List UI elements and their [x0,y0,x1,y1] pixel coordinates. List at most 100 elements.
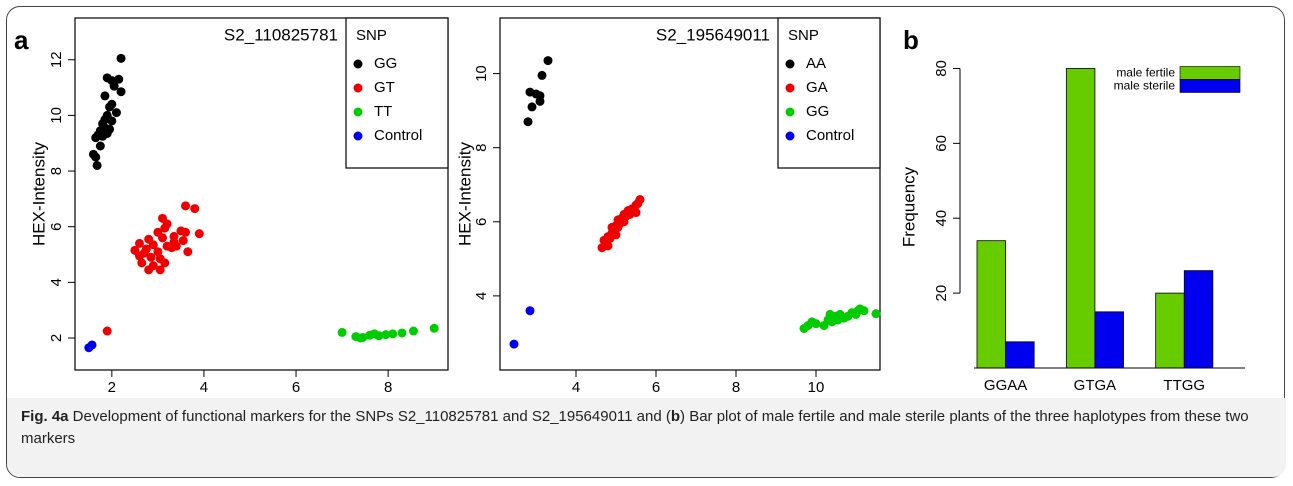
caption: Fig. 4a Development of functional marker… [7,398,1286,477]
point [155,265,165,275]
point [811,319,821,329]
point [358,332,368,342]
point [543,56,553,66]
point [107,116,117,126]
legend-title: SNP [356,27,387,44]
point [603,241,613,251]
point [829,313,839,323]
annotation: S2_195649011 [656,25,770,44]
x-tick-label: 8 [732,379,740,396]
point [153,247,163,257]
point [523,117,533,127]
point [116,53,126,63]
caption-text: Development of functional markers for th… [68,408,671,425]
point [98,131,108,141]
caption-a: a [60,408,69,425]
legend-swatch [1179,66,1241,80]
point [509,339,519,349]
point [859,306,869,316]
legend-label: Control [374,127,422,144]
caption-text: ) Bar plot of male fertile and male ster… [21,408,1249,447]
point [157,233,167,243]
y-tick-label: 80 [933,60,950,77]
point [95,141,105,151]
legend-label: GG [374,55,397,72]
y-tick-label: 2 [48,334,65,342]
x-tick-label: 2 [108,379,116,396]
point [148,240,158,250]
chart-area: a b 246824681012FAM-IntensityHEX-Intensi… [14,17,1245,400]
y-tick-label: 4 [48,278,65,286]
point [537,70,547,80]
point [388,329,398,339]
point [160,223,170,233]
caption-fig: Fig. 4 [21,408,61,425]
legend-marker [785,59,795,69]
point [525,306,535,316]
bar [1005,341,1035,369]
bar [976,240,1006,369]
y-axis-label: HEX-Intensity [29,142,48,246]
point [111,108,121,118]
panel-label: a [14,25,29,55]
x-tick-label: 8 [384,379,392,396]
bar [1065,68,1096,369]
plot-frame [499,17,881,371]
point [374,331,384,341]
legend-label: GT [374,79,395,96]
legend-label: AA [806,55,826,72]
y-tick-label: 40 [933,210,950,227]
point [408,326,418,336]
legend-label: male fertile [1116,66,1175,80]
legend-swatch [1179,79,1241,93]
legend-label: male sterile [1114,79,1176,93]
y-tick-label: 10 [473,65,490,82]
x-tick-label: TTGG [1163,377,1205,394]
y-tick-label: 6 [48,223,65,231]
y-tick-label: 10 [48,107,65,124]
point [105,102,115,112]
point [190,204,200,214]
x-tick-label: 4 [572,379,580,396]
point [134,238,144,248]
legend-marker [353,107,363,117]
legend-box [777,17,881,169]
x-tick-label: 6 [652,379,660,396]
point [178,236,188,246]
legend-marker [785,83,795,93]
bar [1155,292,1185,369]
point [139,248,149,258]
y-axis-label: HEX-Intensity [455,142,474,246]
legend-marker [785,131,795,141]
point [102,326,112,336]
x-tick-label: 4 [200,379,208,396]
point [91,152,101,162]
legend-label: Control [806,127,854,144]
y-axis-label: Frequency [899,166,918,247]
legend-marker [353,131,363,141]
point [100,91,110,101]
x-tick-label: GGAA [984,377,1027,394]
point [611,230,621,240]
x-tick-label: GTGA [1074,377,1117,394]
y-tick-label: 8 [48,167,65,175]
point [114,74,124,84]
point [429,323,439,333]
point [176,226,186,236]
y-tick-label: 12 [48,51,65,68]
point [337,327,347,337]
figure-frame [6,6,1285,478]
legend-label: GG [806,103,829,120]
point [116,87,126,97]
annotation: S2_110825781 [224,25,338,44]
plot-frame [74,17,449,371]
panel-label: b [903,25,919,55]
point [527,102,537,112]
point [631,208,641,218]
point [100,123,110,133]
point [146,252,156,262]
legend-marker [785,107,795,117]
x-tick-label: 6 [292,379,300,396]
point [871,309,881,319]
point [137,258,147,268]
